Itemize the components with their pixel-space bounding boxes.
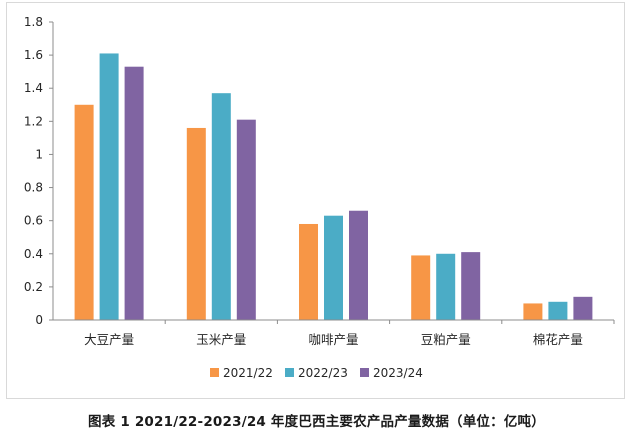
bar-1-series-2 (99, 53, 119, 320)
y-tick-label: 1 (35, 147, 43, 161)
legend-label: 2021/22 (223, 366, 273, 380)
bar-3-series-1 (299, 223, 318, 320)
bar-5-series-3 (573, 296, 593, 320)
y-tick-label: 1.4 (24, 81, 43, 95)
y-axis: 0 0.2 0.4 0.6 0.8 1 1.2 1.4 1.6 1.8 (24, 15, 54, 327)
x-category-label: 大豆产量 (84, 332, 134, 347)
y-tick-label: 0.2 (24, 280, 43, 294)
legend-label: 2023/24 (373, 366, 423, 380)
legend-label: 2022/23 (298, 366, 348, 380)
y-tick-label: 0 (35, 313, 43, 327)
x-category-label: 咖啡产量 (308, 332, 358, 347)
bar-1-series-1 (74, 104, 94, 321)
x-axis: 大豆产量 玉米产量 咖啡产量 豆粕产量 棉花产量 (53, 319, 615, 347)
legend-swatch (360, 368, 369, 377)
bar-2-series-1 (186, 127, 206, 320)
y-tick-label: 1.8 (24, 15, 43, 29)
y-tick-label: 1.2 (24, 114, 43, 128)
bar-2-series-3 (236, 119, 256, 320)
bar-3-series-2 (324, 215, 343, 320)
bar-3-series-3 (349, 210, 368, 320)
legend-swatch (210, 368, 219, 377)
legend-swatch (285, 368, 294, 377)
x-category-label: 玉米产量 (196, 332, 246, 347)
bar-5-series-2 (548, 301, 568, 320)
bar-1-series-3 (124, 66, 144, 320)
x-category-label: 豆粕产量 (421, 332, 471, 347)
y-tick-label: 0.8 (24, 181, 43, 195)
y-tick-label: 0.4 (24, 247, 43, 261)
bar-2-series-2 (211, 93, 231, 320)
bar-5-series-1 (523, 303, 543, 320)
bars (74, 53, 593, 321)
bar-4-series-2 (436, 253, 456, 320)
x-category-label: 棉花产量 (533, 332, 583, 347)
legend: 2021/22 2022/23 2023/24 (210, 366, 423, 380)
y-tick-label: 0.6 (24, 214, 43, 228)
bar-4-series-1 (411, 255, 431, 320)
bar-4-series-3 (461, 252, 481, 320)
y-tick-label: 1.6 (24, 48, 43, 62)
figure-caption: 图表 1 2021/22-2023/24 年度巴西主要农产品产量数据（单位：亿吨… (88, 414, 545, 430)
